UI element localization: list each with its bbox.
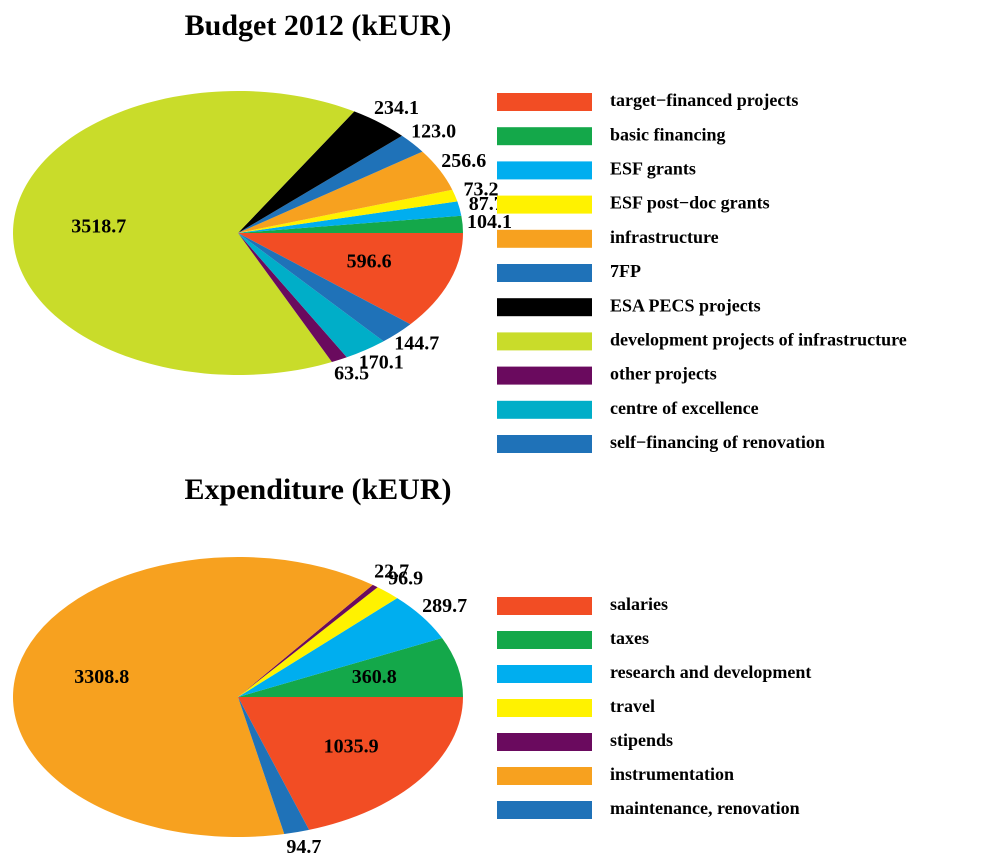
- legend-label: salaries: [610, 594, 668, 614]
- data-label: 96.9: [388, 568, 423, 590]
- legend-swatch: [497, 366, 592, 385]
- data-label: 144.7: [394, 333, 439, 355]
- legend-swatch: [497, 332, 592, 351]
- data-label: 170.1: [359, 351, 404, 373]
- pie-slice: [238, 233, 384, 358]
- data-label: 3308.8: [74, 666, 129, 688]
- pie-slice: [238, 584, 378, 697]
- legend-label: 7FP: [610, 261, 641, 281]
- data-label: 87.7: [469, 193, 504, 215]
- pie-slice: [238, 233, 463, 325]
- legend-swatch: [497, 298, 592, 317]
- data-label: 123.0: [411, 120, 456, 142]
- legend-label: ESF grants: [610, 159, 696, 179]
- legend-label: travel: [610, 696, 655, 716]
- pie-slice: [238, 697, 464, 830]
- data-label: 104.1: [467, 211, 512, 233]
- pie-slice: [238, 233, 347, 363]
- pie-slice: [13, 557, 373, 838]
- legend-swatch: [497, 597, 592, 615]
- legend-label: maintenance, renovation: [610, 798, 800, 818]
- chart-title: Budget 2012 (kEUR): [185, 9, 452, 42]
- legend-swatch: [497, 229, 592, 248]
- pie-slice: [12, 91, 355, 376]
- data-label: 63.5: [334, 363, 369, 385]
- data-label: 234.1: [374, 97, 419, 119]
- legend-swatch: [497, 161, 592, 180]
- legend-label: research and development: [610, 662, 811, 682]
- data-label: 360.8: [352, 666, 397, 688]
- data-label: 73.2: [464, 179, 499, 201]
- legend-label: target−financed projects: [610, 90, 798, 110]
- legend-label: self−financing of renovation: [610, 432, 825, 452]
- data-label: 256.6: [441, 150, 486, 172]
- pie-slice: [238, 111, 403, 233]
- pie-slice: [238, 587, 398, 697]
- legend-label: ESF post−doc grants: [610, 193, 770, 213]
- legend-swatch: [497, 127, 592, 146]
- pie-slice: [238, 637, 463, 697]
- legend-swatch: [497, 435, 592, 453]
- legend-label: other projects: [610, 364, 717, 384]
- pie-slice: [238, 233, 411, 342]
- legend-label: infrastructure: [610, 227, 719, 247]
- pie-slice: [238, 215, 463, 233]
- pie-slice: [238, 135, 423, 233]
- chart-title: Expenditure (kEUR): [185, 473, 452, 506]
- data-label: 596.6: [347, 251, 392, 273]
- legend-swatch: [497, 93, 592, 111]
- legend-swatch: [497, 264, 592, 282]
- legend-label: ESA PECS projects: [610, 295, 761, 315]
- legend-swatch: [497, 665, 592, 683]
- legend-label: development projects of infrastructure: [610, 330, 907, 350]
- legend-swatch: [497, 631, 592, 649]
- legend-swatch: [497, 699, 592, 717]
- legend-label: instrumentation: [610, 764, 734, 784]
- data-label: 3518.7: [71, 216, 126, 238]
- legend-label: stipends: [610, 730, 673, 750]
- legend-swatch: [497, 400, 592, 419]
- legend-label: basic financing: [610, 124, 726, 144]
- data-label: 22.7: [374, 560, 409, 582]
- data-label: 289.7: [422, 595, 467, 617]
- legend-label: taxes: [610, 628, 649, 648]
- data-label: 94.7: [286, 836, 321, 858]
- pie-slice: [238, 151, 453, 233]
- pie-slice: [238, 189, 458, 233]
- legend-swatch: [497, 195, 592, 214]
- legend-swatch: [497, 801, 592, 819]
- pie-slice: [238, 201, 462, 233]
- legend-swatch: [497, 733, 592, 751]
- legend-swatch: [497, 767, 592, 785]
- legend-label: centre of excellence: [610, 398, 759, 418]
- data-label: 1035.9: [324, 735, 379, 757]
- pie-slice: [238, 598, 443, 697]
- pie-slice: [238, 697, 310, 835]
